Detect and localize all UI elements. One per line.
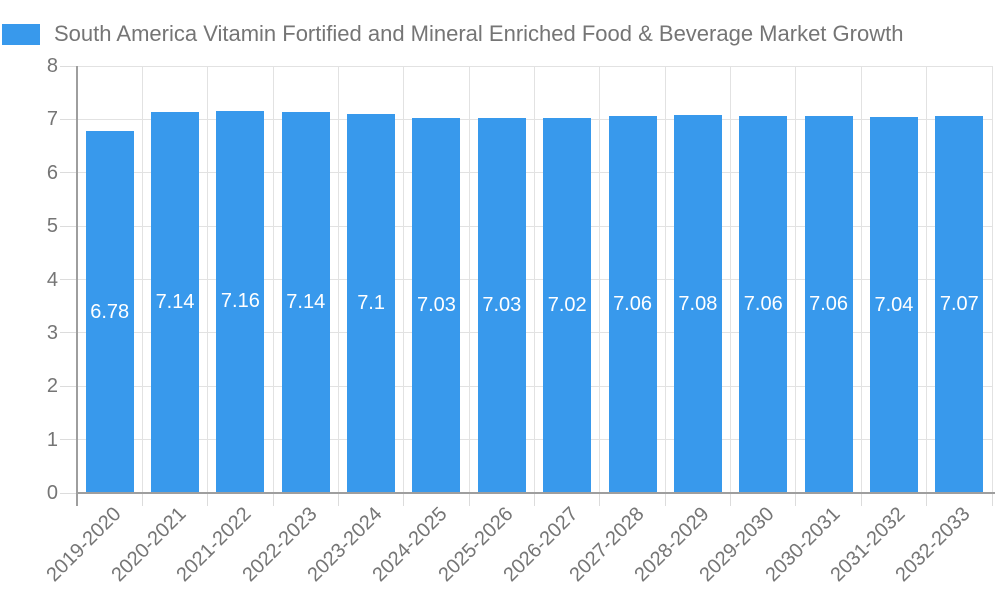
gridline-vertical [730,66,732,493]
gridline-vertical [272,66,274,493]
x-axis-tick [991,493,993,506]
y-axis-label: 2 [46,375,58,398]
x-axis-tick [664,493,666,506]
bar[interactable]: 7.03 [477,117,526,493]
bar[interactable]: 7.03 [412,117,461,493]
bar-value-label: 7.16 [220,290,260,313]
x-axis-tick [860,493,862,506]
bar-value-label: 7.06 [809,293,849,316]
y-axis-label: 8 [46,55,58,77]
gridline-vertical [991,66,993,493]
bar-value-label: 7.08 [678,292,718,315]
x-axis-tick [337,493,339,506]
bar[interactable]: 7.08 [673,115,722,493]
gridline-vertical [795,66,797,493]
bar[interactable]: 7.06 [804,116,853,493]
bar-value-label: 7.07 [939,292,979,315]
y-axis-tick [60,332,77,334]
bar-value-label: 7.14 [155,290,195,313]
bar[interactable]: 7.14 [151,111,200,493]
bar[interactable]: 6.78 [85,131,134,493]
x-axis-tick [272,493,274,506]
bar[interactable]: 7.02 [543,118,592,493]
chart-title: South America Vitamin Fortified and Mine… [54,21,904,46]
x-axis-tick [141,493,143,506]
y-axis-tick [60,492,77,494]
gridline-vertical [664,66,666,493]
bar[interactable]: 7.07 [935,115,984,493]
y-axis-label: 5 [46,215,58,238]
x-axis-tick [534,493,535,506]
bar[interactable]: 7.06 [608,116,657,493]
y-axis-tick [60,225,77,227]
x-axis-tick [403,493,405,506]
x-axis-tick [926,493,928,506]
gridline-vertical [926,66,928,493]
gridline-vertical [141,66,143,493]
y-axis-label: 4 [46,268,58,291]
bar[interactable]: 7.16 [216,110,265,493]
bar-value-label: 6.78 [90,300,130,323]
gridline-vertical [599,66,601,493]
y-axis-label: 1 [46,428,58,451]
y-axis-tick [60,385,77,387]
bar-value-label: 7.06 [743,293,783,316]
y-axis-tick [60,118,77,120]
bar-value-label: 7.03 [482,293,522,316]
legend-item[interactable]: South America Vitamin Fortified and Mine… [2,22,903,46]
bar[interactable]: 7.06 [739,116,788,493]
bar-value-label: 7.02 [547,294,587,317]
y-axis-tick [60,65,77,67]
bar-value-label: 7.1 [357,292,385,314]
x-axis-tick [207,493,209,506]
bar-value-label: 7.14 [286,290,326,313]
legend-swatch [2,23,40,45]
gridline-vertical [860,66,862,493]
bar-value-label: 7.06 [613,293,652,316]
x-axis-tick [468,493,470,506]
bar[interactable]: 7.14 [281,111,330,493]
bar[interactable]: 7.04 [869,117,918,493]
bar[interactable]: 7.1 [347,114,396,493]
gridline-vertical [337,66,339,493]
gridline-vertical [207,66,209,493]
y-axis-tick [60,279,77,280]
bar-value-label: 7.04 [874,293,914,316]
y-axis-tick [60,172,77,174]
x-axis-tick [730,493,732,506]
bar-value-label: 7.03 [416,293,456,316]
x-axis-tick [795,493,797,506]
y-axis-label: 7 [46,108,58,131]
gridline-vertical [403,66,405,493]
y-axis-label: 6 [46,161,58,184]
y-axis-label: 3 [46,321,58,344]
gridline-vertical [468,66,470,493]
y-axis-line [76,66,78,506]
y-axis-label: 0 [46,482,58,504]
x-axis-line [76,492,995,494]
y-axis-tick [60,439,77,441]
gridline-vertical [534,66,535,493]
x-axis-tick [599,493,601,506]
